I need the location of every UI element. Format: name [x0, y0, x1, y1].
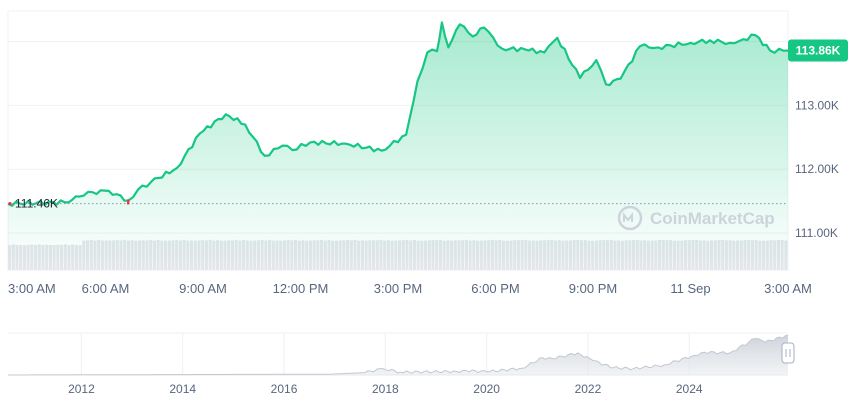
range-handle-box[interactable] [781, 342, 795, 364]
range-navigator[interactable]: 2012 2014 2016 2018 2020 2022 2024 [8, 332, 795, 396]
x-tick-label: 12:00 PM [273, 281, 329, 296]
logo-ring [617, 205, 643, 231]
x-tick-label: 9:00 PM [569, 281, 617, 296]
x-axis: 3:00 AM 6:00 AM 9:00 AM 12:00 PM 3:00 PM 6:00… [8, 281, 812, 296]
start-price-dot [8, 202, 12, 206]
logo-m [623, 212, 633, 222]
x-tick-label: 3:00 PM [374, 281, 422, 296]
x-tick-label: 11 Sep [670, 281, 710, 296]
price-line [7, 21, 789, 207]
start-price-label: 111.46K [15, 197, 58, 211]
navigator-year-label: 2016 [271, 382, 298, 396]
watermark-text: CoinMarketCap [650, 209, 775, 228]
coinmarketcap-logo-icon [617, 205, 643, 231]
price-labels: 113.86K 111.46K [8, 39, 848, 211]
x-tick-label: 6:00 AM [82, 281, 130, 296]
y-tick-label: 113.00K [795, 98, 839, 112]
y-axis: 113.00K 112.00K 111.00K [795, 98, 839, 240]
navigator-line [8, 334, 789, 376]
navigator-year-label: 2012 [68, 382, 95, 396]
navigator-year-label: 2024 [676, 382, 703, 396]
navigator-area [8, 335, 788, 375]
x-tick-label: 6:00 PM [471, 281, 519, 296]
red-dip-marker [127, 199, 130, 205]
navigator-year-label: 2022 [575, 382, 602, 396]
y-tick-label: 111.00K [795, 226, 838, 240]
x-tick-label: 3:00 AM [764, 281, 812, 296]
coinmarketcap-watermark: CoinMarketCap [617, 205, 775, 231]
range-handle[interactable] [781, 342, 795, 364]
navigator-year-label: 2014 [169, 382, 196, 396]
current-price-badge [788, 39, 848, 62]
x-tick-label: 3:00 AM [8, 281, 56, 296]
current-price-text: 113.86K [796, 44, 841, 58]
start-price-line [8, 199, 788, 205]
price-area [7, 21, 789, 270]
navigator-year-label: 2018 [372, 382, 399, 396]
navigator-year-label: 2020 [473, 382, 500, 396]
price-area-fill [8, 22, 788, 270]
y-tick-label: 112.00K [795, 162, 839, 176]
x-tick-label: 9:00 AM [179, 281, 227, 296]
